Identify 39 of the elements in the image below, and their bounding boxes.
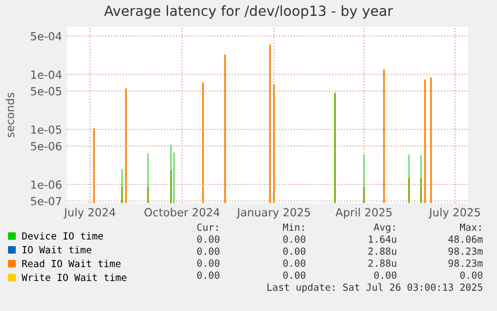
text: Avg: xyxy=(374,224,395,233)
text: 0.00 xyxy=(283,235,306,243)
text: 0.00 xyxy=(283,259,306,267)
y-tick-label: 5e-07 xyxy=(30,196,62,206)
text: Cur: xyxy=(197,223,218,231)
text: 0.00 xyxy=(197,235,220,243)
text: 98.23m xyxy=(448,247,483,255)
x-tick-label: January 2025 xyxy=(236,208,310,219)
y-axis-title: seconds xyxy=(6,92,14,138)
text: 0.00 xyxy=(197,247,220,255)
y-tick-label: 5e-05 xyxy=(30,87,62,96)
text: 1.64u xyxy=(368,235,396,243)
text: 2.88u xyxy=(368,247,396,255)
text: 0.00 xyxy=(460,271,482,279)
text: 0.00 xyxy=(197,259,220,267)
text: Last update: Sat Jul 26 03:00:13 2025 xyxy=(267,283,482,293)
text: 0.00 xyxy=(283,271,306,279)
text: Max: xyxy=(460,224,481,231)
text: Min: xyxy=(282,223,304,231)
x-tick-label: July 2024 xyxy=(64,208,116,219)
x-tick-label: April 2025 xyxy=(335,208,392,219)
legend-label: Device IO time xyxy=(22,232,103,240)
legend-label: Write IO Wait time xyxy=(22,274,126,282)
y-tick-label: 5e-04 xyxy=(30,32,62,40)
y-tick-label: 1e-05 xyxy=(31,125,62,134)
text: 48.06m xyxy=(448,235,483,243)
text: 2.88u xyxy=(368,259,396,267)
y-tick-label: 1e-06 xyxy=(31,180,62,189)
text: 0.00 xyxy=(197,271,220,279)
text: 0.00 xyxy=(374,271,396,279)
chart-title: Average latency for /dev/loop13 - by year xyxy=(104,5,393,19)
x-tick-label: July 2025 xyxy=(428,208,480,219)
y-tick-label: 1e-04 xyxy=(31,70,62,79)
text: 98.23m xyxy=(448,259,483,267)
legend-label: Read IO Wait time xyxy=(22,260,121,268)
legend-label: IO Wait time xyxy=(22,246,92,254)
y-tick-label: 5e-06 xyxy=(30,142,62,150)
x-tick-label: October 2024 xyxy=(144,208,220,216)
text: 0.00 xyxy=(283,247,306,255)
